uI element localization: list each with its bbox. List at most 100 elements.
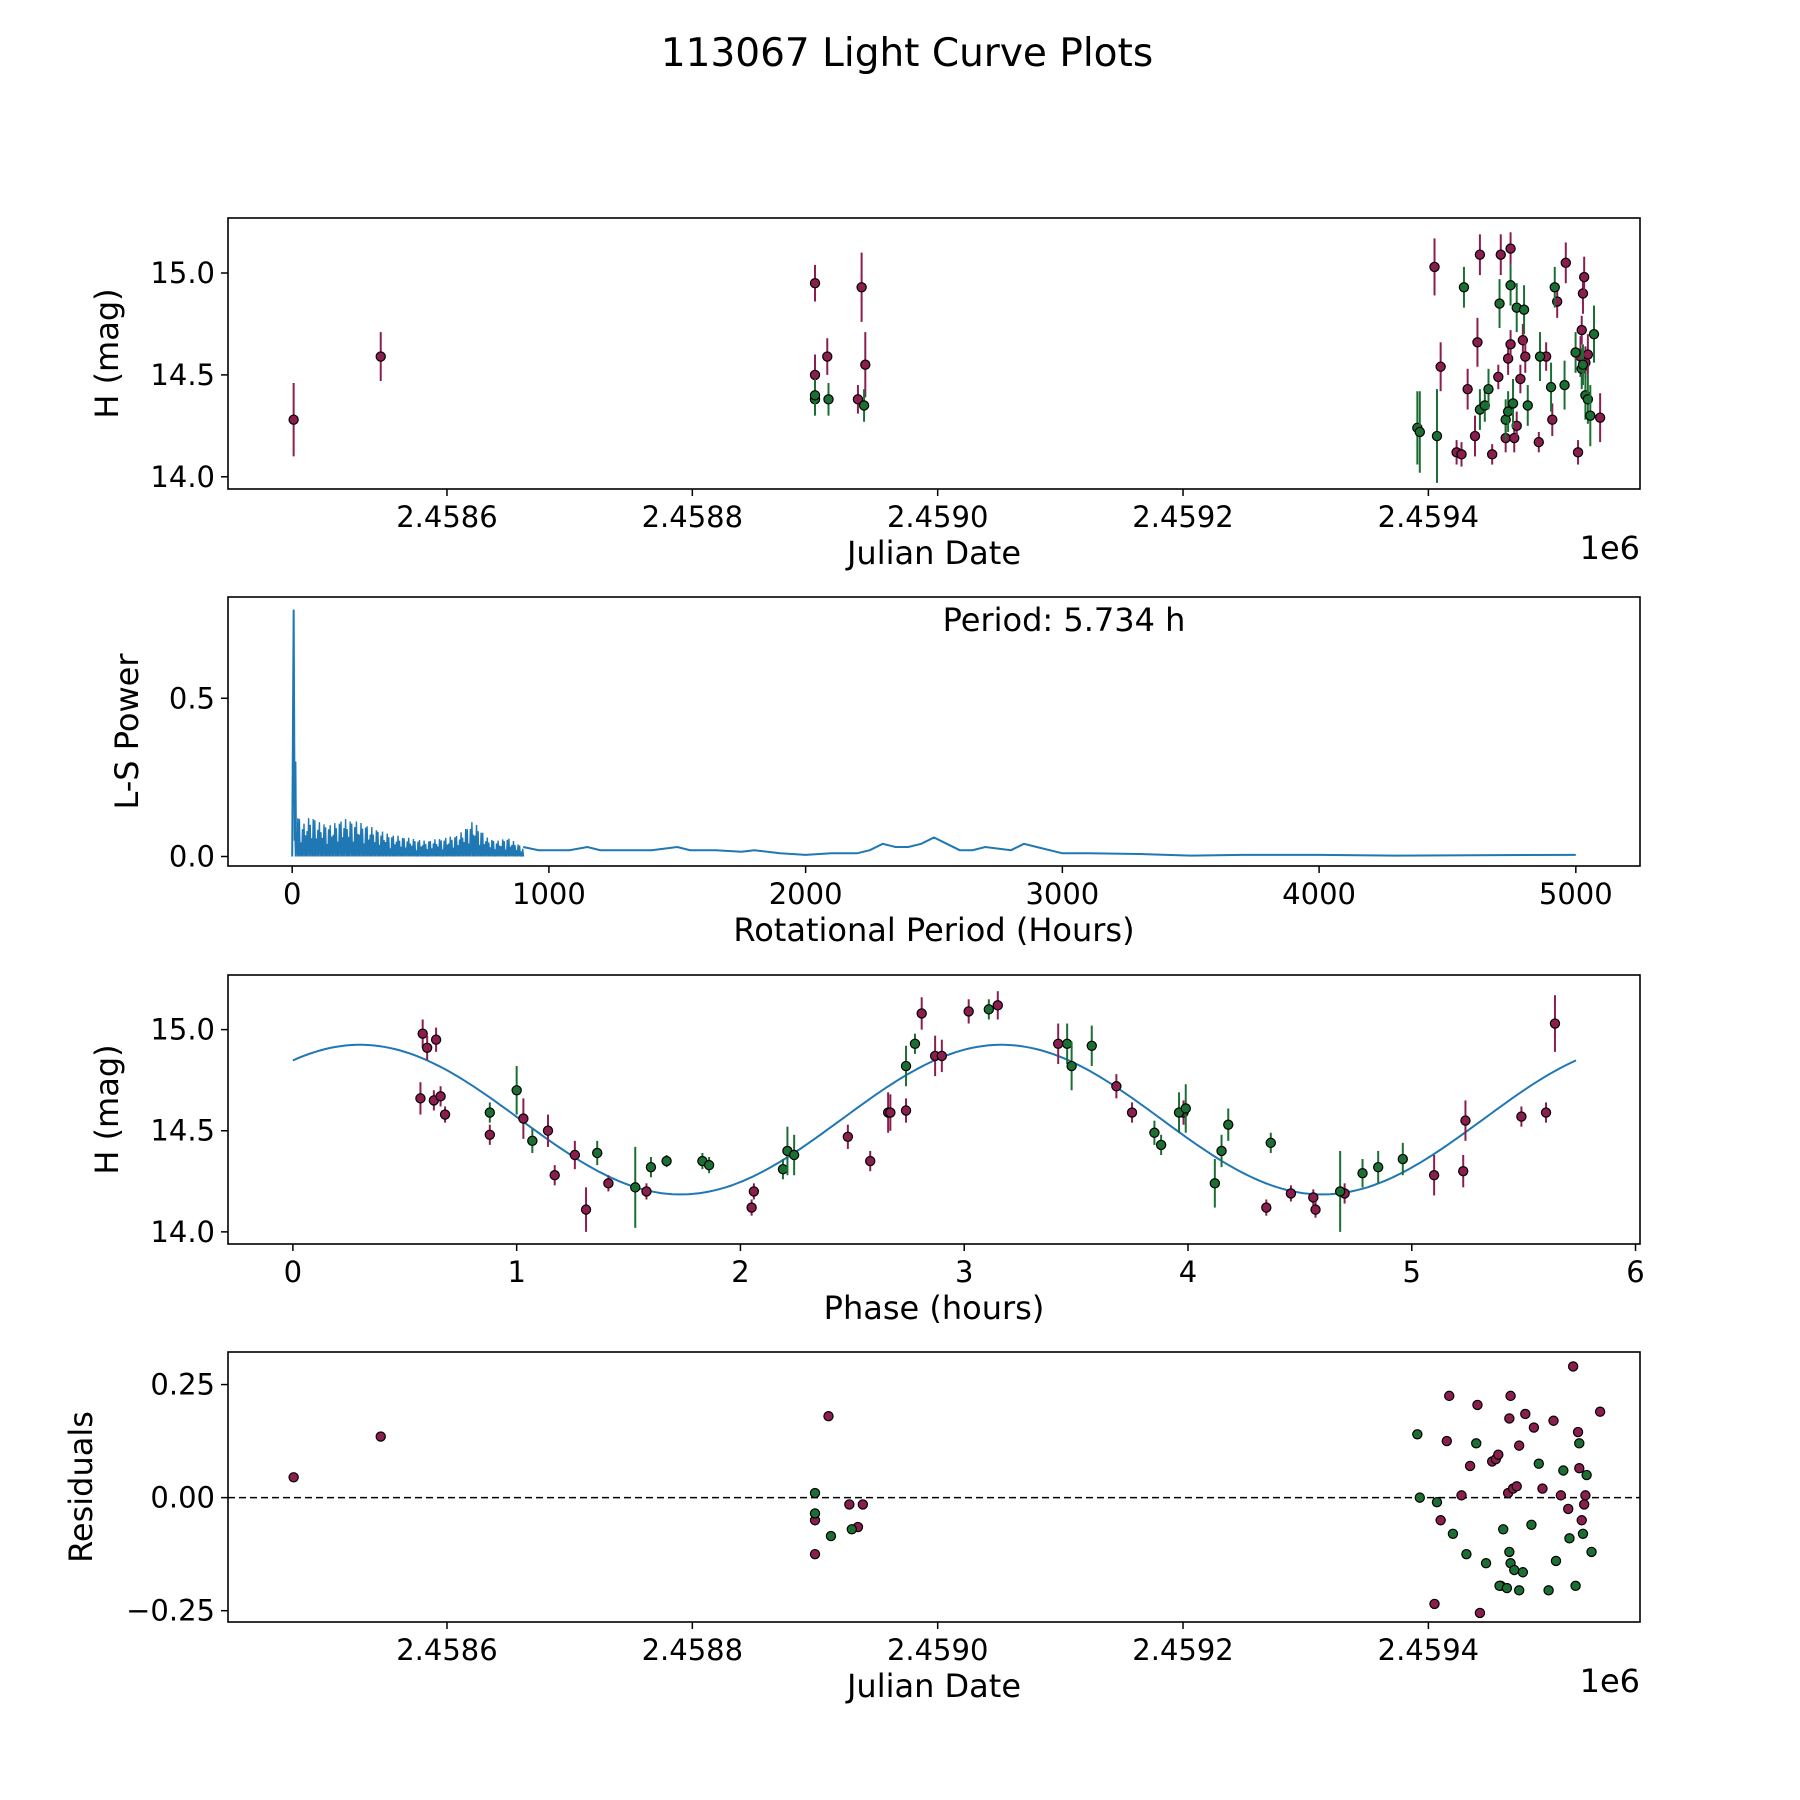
x-tick-label: 2000 <box>769 877 843 911</box>
x-tick-label: 5 <box>1403 1255 1421 1289</box>
data-point <box>1581 1469 1592 1481</box>
y-axis-label: H (mag) <box>88 288 126 418</box>
data-point <box>1486 449 1498 460</box>
data-point <box>777 1163 789 1175</box>
data-point <box>860 359 871 370</box>
data-point <box>1474 1607 1486 1619</box>
phase-frame <box>227 974 1641 1245</box>
x-tick-label: 6 <box>1626 1255 1644 1289</box>
data-point <box>1572 1426 1584 1438</box>
data-point <box>1540 1107 1552 1118</box>
data-point <box>1517 1567 1529 1578</box>
data-point <box>645 1161 657 1173</box>
data-point <box>900 1105 912 1116</box>
timeseries-plot-area <box>288 232 1606 483</box>
data-point <box>1502 406 1514 417</box>
data-point <box>439 1109 451 1120</box>
x-axis-label: Julian Date <box>845 1667 1021 1705</box>
data-point <box>435 1091 446 1102</box>
periodogram-peak <box>291 609 298 857</box>
data-point <box>1533 436 1544 448</box>
data-point <box>484 1129 496 1140</box>
data-point <box>1285 1188 1297 1199</box>
y-tick-label: 14.0 <box>150 1215 215 1249</box>
data-point <box>527 1135 538 1147</box>
data-point <box>1223 1119 1234 1130</box>
data-point <box>1462 383 1473 395</box>
data-point <box>1563 1503 1574 1515</box>
data-point <box>844 1499 855 1510</box>
data-point <box>1543 1585 1554 1596</box>
data-point <box>1472 1399 1483 1411</box>
data-point <box>1550 1555 1562 1567</box>
data-point <box>1537 1483 1548 1494</box>
data-point <box>1111 1081 1122 1092</box>
data-point <box>288 1472 299 1483</box>
data-point <box>1505 243 1516 254</box>
data-point <box>1460 1115 1471 1126</box>
data-point <box>865 1155 876 1167</box>
data-point <box>856 282 867 293</box>
data-point <box>1493 371 1504 383</box>
data-point <box>1180 1103 1191 1114</box>
phase-plot-area <box>292 991 1577 1232</box>
data-point <box>1428 1170 1440 1181</box>
data-point <box>788 1149 800 1161</box>
x-tick-label: 2.4588 <box>642 1633 743 1667</box>
data-point <box>1574 1438 1585 1449</box>
x-tick-label: 2.4592 <box>1132 500 1233 534</box>
data-point <box>1578 271 1590 283</box>
periodogram-frame <box>227 596 1641 867</box>
data-point <box>1549 282 1560 293</box>
data-point <box>580 1204 592 1215</box>
periodogram-plot-area <box>291 609 1576 857</box>
data-point <box>992 1000 1003 1011</box>
data-point <box>1149 1127 1160 1138</box>
x-tick-label: 0 <box>283 877 301 911</box>
data-point <box>1520 1408 1531 1420</box>
data-point <box>1464 1460 1476 1472</box>
x-tick-label: 2.4586 <box>396 500 497 534</box>
data-point <box>809 390 821 401</box>
data-point <box>885 1107 896 1118</box>
x-tick-label: 2.4588 <box>642 500 743 534</box>
data-point <box>1572 447 1584 458</box>
data-point <box>421 1042 433 1054</box>
x-offset-label: 1e6 <box>1580 1662 1640 1700</box>
data-point <box>1515 373 1526 385</box>
data-point <box>1474 249 1486 260</box>
data-point <box>1511 1481 1522 1492</box>
data-point <box>823 1411 834 1422</box>
data-point <box>1559 379 1570 391</box>
data-point <box>1504 1413 1515 1424</box>
data-point <box>809 369 821 381</box>
x-tick-label: 2.4590 <box>887 1633 988 1667</box>
x-tick-label: 2.4594 <box>1378 500 1479 534</box>
y-tick-label: 15.0 <box>150 256 215 290</box>
data-point <box>900 1060 912 1072</box>
data-point <box>1547 414 1558 425</box>
x-tick-label: 2 <box>731 1255 749 1289</box>
data-point <box>1414 1492 1425 1503</box>
data-point <box>1580 1490 1591 1501</box>
data-point <box>1585 410 1596 421</box>
data-point <box>983 1004 995 1015</box>
x-tick-label: 0 <box>284 1255 302 1289</box>
figure-title: 113067 Light Curve Plots <box>661 31 1153 76</box>
data-point <box>852 394 864 405</box>
data-point <box>1577 288 1589 299</box>
data-point <box>1086 1040 1097 1051</box>
data-point <box>518 1113 529 1124</box>
data-point <box>1577 1528 1589 1540</box>
data-point <box>1372 1161 1384 1173</box>
data-point <box>1265 1137 1276 1149</box>
data-point <box>1435 1515 1446 1526</box>
data-point <box>1505 280 1516 291</box>
data-point <box>415 1093 426 1104</box>
data-point <box>1507 398 1519 409</box>
data-point <box>1447 1528 1459 1540</box>
data-point <box>1522 400 1533 411</box>
data-point <box>1574 1463 1585 1474</box>
data-point <box>375 351 386 362</box>
data-point <box>1509 1564 1520 1576</box>
